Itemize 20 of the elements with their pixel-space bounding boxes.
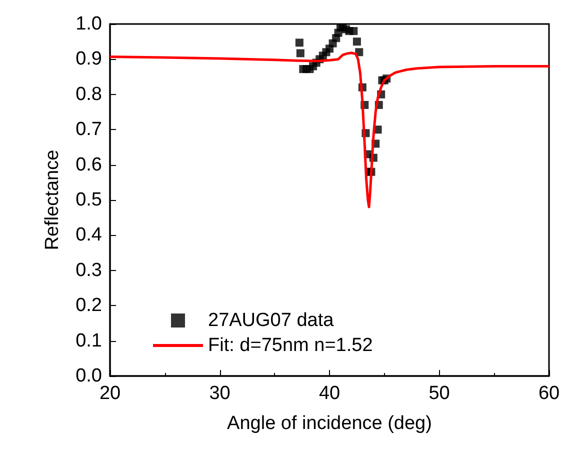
y-tick-label: 0.7 bbox=[76, 119, 102, 140]
y-tick-label: 0.2 bbox=[76, 295, 102, 316]
x-axis-title: Angle of incidence (deg) bbox=[227, 413, 432, 434]
y-tick-label: 0.0 bbox=[76, 366, 102, 386]
y-tick-label: 1.0 bbox=[76, 14, 102, 34]
x-tick-label: 30 bbox=[209, 383, 230, 404]
y-tick-label: 0.4 bbox=[76, 224, 102, 246]
y-tick-label: 0.6 bbox=[76, 154, 102, 176]
y-tick-label: 0.3 bbox=[76, 260, 102, 281]
legend-label: 27AUG07 data bbox=[208, 310, 334, 331]
x-tick-label: 60 bbox=[538, 383, 560, 404]
x-tick-label: 20 bbox=[99, 383, 121, 404]
x-tick-label: 40 bbox=[318, 383, 340, 404]
y-tick-label: 0.5 bbox=[76, 190, 102, 210]
y-tick-label: 0.9 bbox=[76, 48, 102, 70]
y-tick-label: 0.8 bbox=[76, 84, 102, 105]
y-axis-title: Reflectance bbox=[42, 150, 63, 250]
x-tick-label: 50 bbox=[428, 383, 450, 404]
legend-label: Fit: d=75nm n=1.52 bbox=[208, 335, 373, 356]
y-tick-label: 0.1 bbox=[76, 330, 102, 352]
